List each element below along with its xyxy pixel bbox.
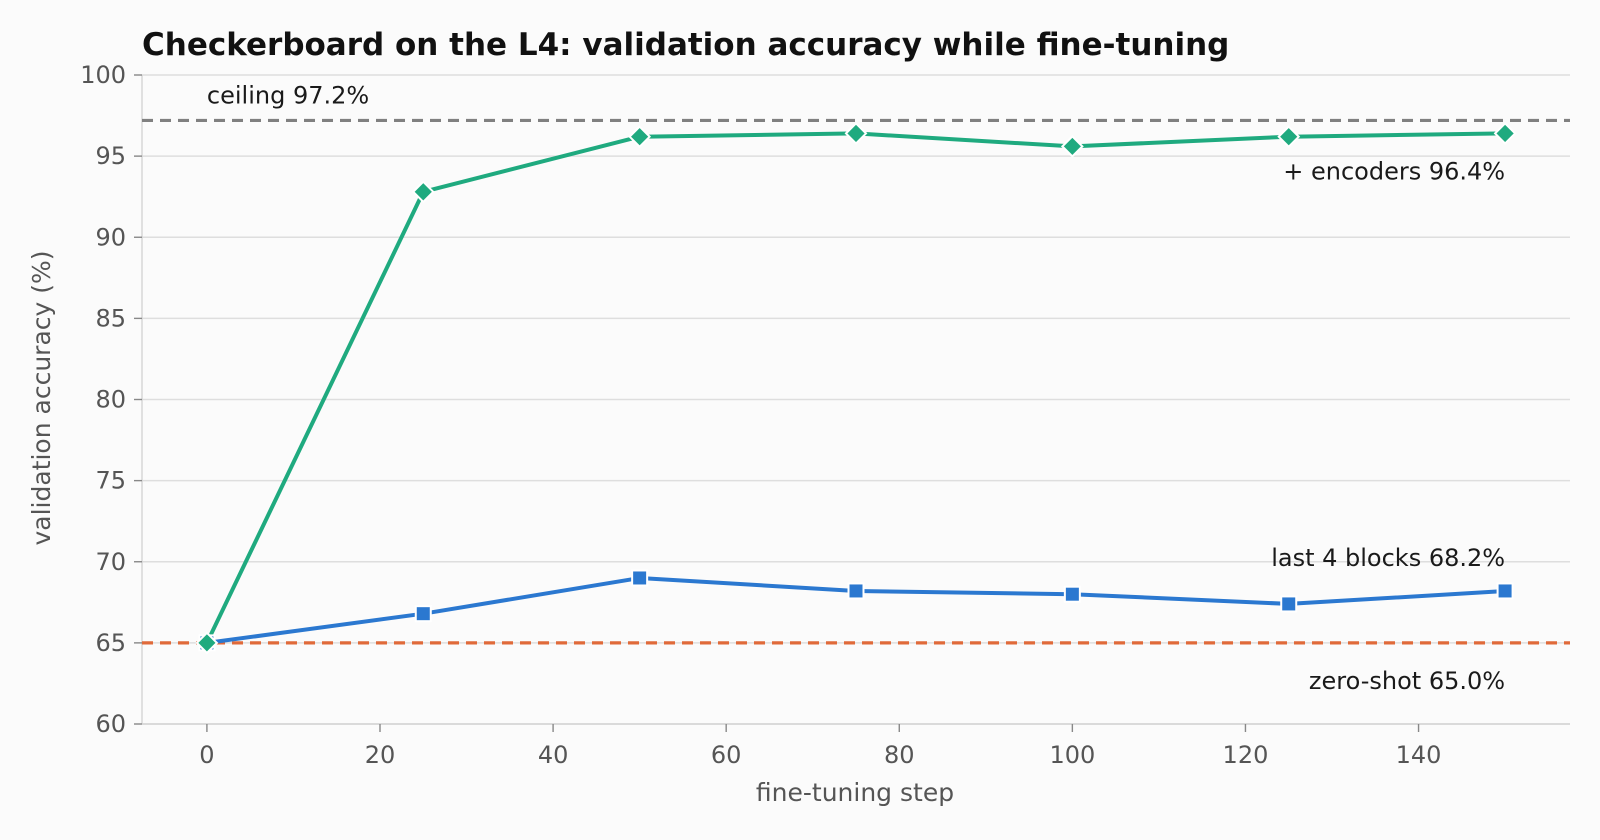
encoders-annotation: + encoders 96.4% (1283, 157, 1505, 185)
x-axis-ticks: 0 20 40 60 80 100 120 140 (199, 724, 1441, 769)
y-tick-label: 95 (95, 142, 126, 170)
x-tick-label: 100 (1049, 741, 1095, 769)
diamond-marker (1277, 125, 1301, 149)
x-tick-label: 60 (711, 741, 742, 769)
x-tick-label: 140 (1396, 741, 1442, 769)
reference-lines (142, 118, 1570, 645)
x-tick-label: 80 (884, 741, 915, 769)
x-tick-label: 40 (538, 741, 569, 769)
square-marker (847, 582, 865, 600)
x-tick-label: 120 (1223, 741, 1269, 769)
x-tick-label: 0 (199, 741, 214, 769)
x-axis-label: fine-tuning step (756, 778, 954, 807)
y-tick-label: 85 (95, 304, 126, 332)
square-marker (631, 569, 649, 587)
chart-title: Checkerboard on the L4: validation accur… (142, 27, 1229, 63)
diamond-marker (1493, 121, 1517, 145)
zero-shot-annotation: zero-shot 65.0% (1309, 667, 1505, 695)
diamond-marker (411, 180, 435, 204)
diamond-marker (1060, 134, 1084, 158)
diamond-marker (628, 125, 652, 149)
diamond-marker (844, 121, 868, 145)
y-tick-label: 100 (80, 61, 126, 89)
square-marker (1063, 585, 1081, 603)
square-marker (414, 605, 432, 623)
y-tick-label: 65 (95, 629, 126, 657)
y-axis-label: validation accuracy (%) (27, 250, 56, 545)
series-markers (195, 121, 1517, 655)
ceiling-annotation: ceiling 97.2% (207, 81, 369, 109)
square-marker (1280, 595, 1298, 613)
y-axis-ticks: 60 65 70 75 80 85 90 95 100 (80, 61, 142, 738)
y-tick-label: 90 (95, 223, 126, 251)
annotations: ceiling 97.2% + encoders 96.4% last 4 bloc… (207, 81, 1505, 694)
y-tick-label: 75 (95, 467, 126, 495)
square-marker (1496, 582, 1514, 600)
y-tick-label: 70 (95, 548, 126, 576)
y-tick-label: 80 (95, 386, 126, 414)
x-tick-label: 20 (365, 741, 396, 769)
y-tick-label: 60 (95, 710, 126, 738)
diamond-marker (195, 631, 219, 655)
last-4-blocks-annotation: last 4 blocks 68.2% (1271, 544, 1505, 572)
